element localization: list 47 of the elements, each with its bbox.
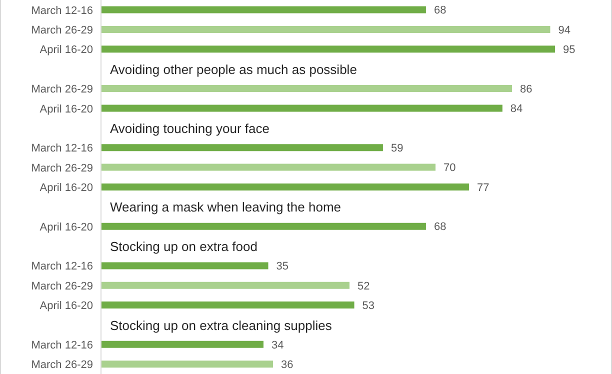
bar [101, 6, 426, 14]
data-label: 94 [558, 24, 570, 36]
bar [101, 282, 350, 289]
bar [101, 46, 555, 53]
y-tick-label: March 12-16 [31, 260, 93, 273]
data-label: 68 [434, 4, 446, 17]
y-tick-label: March 26-29 [31, 359, 93, 372]
data-label: 86 [520, 83, 532, 96]
y-tick-label: March 26-29 [31, 24, 93, 37]
y-tick-label: April 16-20 [40, 300, 93, 312]
y-tick-label: March 12-16 [31, 142, 93, 155]
y-tick-label: March 12-16 [31, 4, 93, 17]
data-label: 70 [444, 162, 456, 174]
bar [101, 262, 268, 270]
data-label: 77 [476, 182, 490, 194]
bar [101, 222, 426, 230]
y-tick-label: March 26-29 [31, 280, 93, 292]
y-tick-label: Avoiding touching your face [110, 120, 270, 136]
bar [101, 340, 264, 348]
y-tick-label: March 26-29 [31, 84, 93, 96]
bar [101, 104, 502, 112]
y-tick-label: April 16-20 [40, 44, 93, 56]
data-label: 36 [281, 359, 294, 372]
bar [101, 302, 354, 309]
data-label: 34 [271, 339, 284, 352]
data-label: 35 [276, 260, 289, 273]
data-label: 84 [510, 103, 523, 116]
y-tick-label: Stocking up on extra food [110, 239, 258, 254]
y-tick-label: Stocking up on extra cleaning supplies [110, 318, 332, 333]
y-tick-label: Avoiding other people as much as possible [110, 62, 357, 77]
y-tick-label: Wearing a mask when leaving the home [110, 200, 341, 215]
y-tick-label: April 16-20 [40, 221, 93, 234]
y-tick-label: April 16-20 [40, 103, 93, 116]
data-label: 59 [390, 142, 404, 154]
bar [101, 164, 436, 171]
bar [101, 183, 469, 190]
y-tick-label: March 12-16 [31, 339, 93, 352]
bar [101, 360, 274, 368]
data-label: 95 [563, 44, 576, 56]
data-label: 53 [362, 300, 375, 312]
data-label: 68 [434, 221, 446, 234]
bar [101, 144, 383, 152]
bar [101, 26, 550, 33]
y-tick-label: April 16-20 [40, 182, 93, 194]
bar [101, 85, 512, 92]
data-label: 52 [358, 280, 370, 292]
y-tick-label: March 26-29 [31, 162, 93, 174]
